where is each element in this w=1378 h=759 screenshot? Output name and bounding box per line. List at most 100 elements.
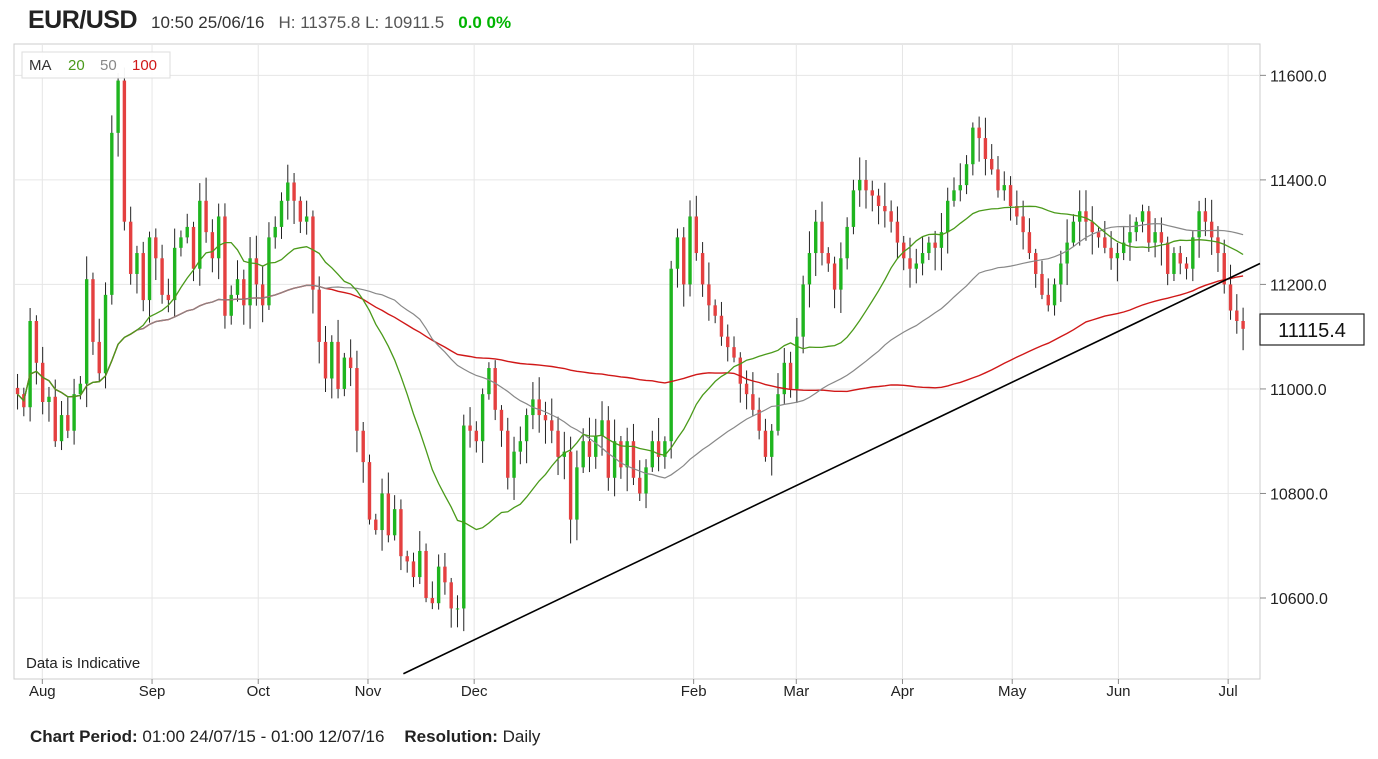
candle-body (1140, 211, 1145, 222)
support-trendline (403, 262, 1261, 675)
candle-body (1046, 294, 1050, 306)
candle-body (260, 284, 265, 306)
candle-body (191, 226, 196, 269)
candle-body (235, 279, 240, 295)
candle-body (1040, 273, 1044, 295)
candle-body (1071, 221, 1076, 243)
candle-body (443, 566, 447, 583)
candle-body (751, 394, 755, 410)
candle-body (430, 597, 435, 604)
candle-body (568, 451, 573, 520)
candle-body (336, 341, 340, 389)
candle-body (455, 608, 460, 610)
candle-body (1165, 242, 1170, 274)
candle-body (418, 550, 422, 578)
candle-body (644, 467, 648, 494)
candle-body (1203, 211, 1208, 222)
candle-body (480, 394, 485, 442)
candle-body (1216, 237, 1220, 254)
x-axis: Aug Sep Oct Nov Dec Feb Mar Apr May Jun Jul (29, 679, 1238, 700)
candle-body (1228, 284, 1233, 311)
candle-body (462, 425, 466, 609)
y-tick-label: 10800.0 (1270, 486, 1328, 503)
chart-period-value: 01:00 24/07/15 - 01:00 12/07/16 (142, 727, 385, 746)
candle-body (958, 185, 962, 191)
candle-body (392, 509, 397, 536)
candle-body (1021, 216, 1025, 233)
x-tick-label: Aug (29, 683, 56, 700)
candle-body (330, 341, 334, 379)
candle-body (135, 253, 139, 274)
candle-body (1222, 253, 1226, 285)
last-price-box: 11115.4 (1259, 313, 1365, 346)
candle-body (28, 320, 32, 408)
candle-body (738, 357, 743, 384)
candle-body (744, 383, 749, 395)
x-tick-label: Mar (783, 683, 809, 700)
candle-body (298, 200, 303, 222)
candle-body (242, 279, 246, 306)
candle-body (1153, 232, 1157, 243)
candle-body (103, 294, 108, 374)
candle-body (996, 169, 1000, 191)
candle-body (66, 415, 70, 431)
candle-body (166, 294, 171, 301)
candle-body (147, 237, 152, 301)
candle-body (1115, 253, 1120, 259)
candle-body (851, 190, 856, 227)
candle-body (160, 258, 164, 295)
candle-body (40, 362, 45, 403)
x-tick-label: Apr (891, 683, 914, 700)
candle-body (927, 242, 931, 254)
candle-body (317, 289, 321, 342)
candle-body (788, 362, 793, 389)
candle-body (983, 138, 988, 159)
ma-legend-label: MA (29, 57, 52, 74)
candle-body (361, 430, 365, 463)
candle-body (902, 242, 906, 259)
candle-body (801, 284, 805, 337)
candle-body (267, 237, 271, 306)
candle-body (1241, 320, 1245, 329)
high-low: H: 11375.8 L: 10911.5 (278, 13, 445, 32)
candle-body (807, 253, 812, 285)
candle-body (707, 284, 711, 306)
candle-body (845, 226, 849, 259)
candle-body (669, 268, 673, 442)
candle-body (550, 420, 554, 431)
candle-body (946, 200, 950, 233)
ma20-line (17, 205, 1244, 531)
candle-body (883, 206, 887, 212)
candle-body (1008, 185, 1013, 207)
y-tick-label: 10600.0 (1270, 591, 1328, 608)
candle-body (348, 357, 353, 369)
candle-body (487, 368, 491, 395)
candle-body (374, 519, 378, 531)
candle-body (380, 493, 384, 531)
candle-body (499, 409, 504, 431)
candle-body (619, 441, 623, 468)
ma50-line (17, 222, 1244, 479)
candle-body (154, 237, 158, 259)
candle-body (122, 80, 127, 222)
candle-body (1109, 247, 1113, 259)
candle-body (933, 242, 937, 248)
candle-body (1197, 211, 1201, 238)
candle-body (575, 467, 579, 520)
grid-lines (14, 44, 1260, 679)
ma-legend: MA 20 50 100 (21, 51, 171, 79)
candle-body (1002, 185, 1006, 191)
candle-body (210, 232, 215, 259)
candle-body (839, 258, 843, 290)
candle-body (179, 237, 183, 248)
candle-body (612, 441, 617, 478)
candle-body (631, 441, 636, 478)
candle-body (367, 462, 372, 520)
candle-body (1084, 211, 1088, 222)
candle-body (286, 182, 290, 201)
candle-body (1096, 232, 1101, 238)
candle-body (656, 441, 661, 457)
candle-body (59, 415, 64, 442)
candle-body (638, 477, 642, 494)
